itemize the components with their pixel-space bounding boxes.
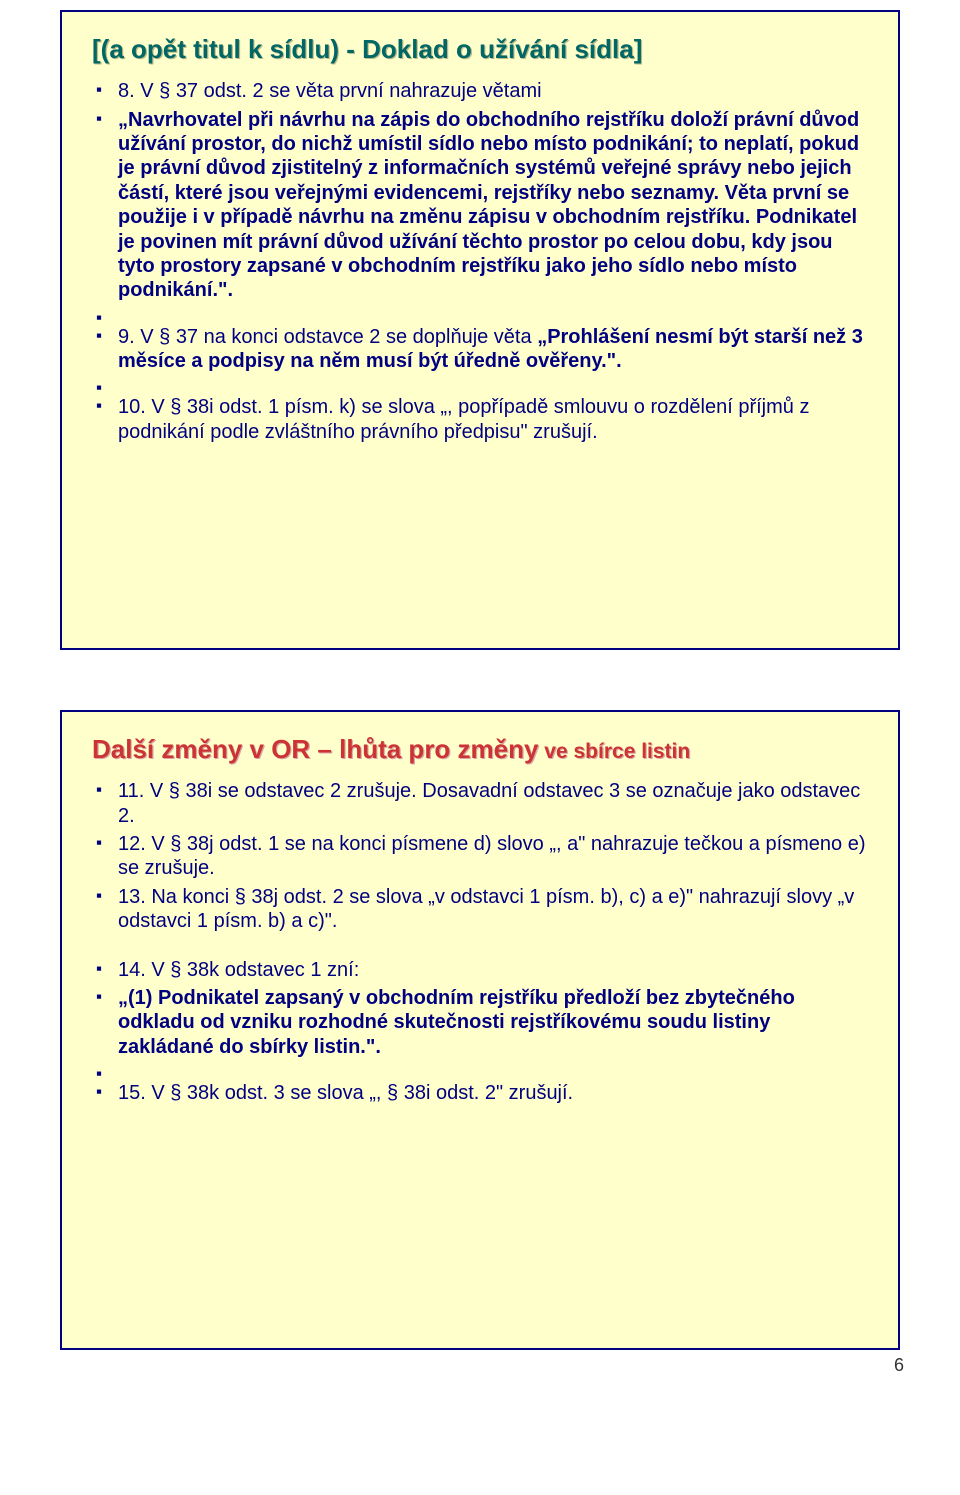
list-item: 15. V § 38k odst. 3 se slova „, § 38i od… — [118, 1081, 868, 1105]
item-text: 8. V § 37 odst. 2 se věta první nahrazuj… — [118, 80, 542, 102]
item-text: 11. V § 38i se odstavec 2 zrušuje. Dosav… — [118, 780, 860, 826]
item-text: 13. Na konci § 38j odst. 2 se slova „v o… — [118, 886, 854, 932]
item-lead: 9. V § 37 na konci odstavce 2 se doplňuj… — [118, 326, 532, 348]
list-item-empty — [118, 377, 868, 391]
list-item: 14. V § 38k odstavec 1 zní: — [118, 958, 868, 982]
item-text: 12. V § 38j odst. 1 se na konci písmene … — [118, 833, 866, 879]
item-text: 15. V § 38k odst. 3 se slova „, § 38i od… — [118, 1082, 573, 1104]
page-container: [(a opět titul k sídlu) - Doklad o užívá… — [0, 0, 960, 1390]
list-item: 10. V § 38i odst. 1 písm. k) se slova „,… — [118, 395, 868, 444]
slide-1-title: [(a opět titul k sídlu) - Doklad o užívá… — [92, 34, 868, 65]
item-text: 14. V § 38k odstavec 1 zní: — [118, 959, 359, 981]
list-item: 8. V § 37 odst. 2 se věta první nahrazuj… — [118, 79, 868, 103]
item-text: 10. V § 38i odst. 1 písm. k) se slova „,… — [118, 396, 809, 442]
list-item: 13. Na konci § 38j odst. 2 se slova „v o… — [118, 885, 868, 934]
slide-1-list: 8. V § 37 odst. 2 se věta první nahrazuj… — [92, 79, 868, 444]
item-text: „(1) Podnikatel zapsaný v obchodním rejs… — [118, 987, 795, 1058]
list-item: „Navrhovatel při návrhu na zápis do obch… — [118, 108, 868, 303]
title-part-2: ve sbírce listin — [538, 740, 690, 763]
list-item: „(1) Podnikatel zapsaný v obchodním rejs… — [118, 986, 868, 1059]
slide-2: Další změny v OR – lhůta pro změny ve sb… — [60, 710, 900, 1350]
list-item-empty — [118, 307, 868, 321]
list-item: 12. V § 38j odst. 1 se na konci písmene … — [118, 832, 868, 881]
list-item: 11. V § 38i se odstavec 2 zrušuje. Dosav… — [118, 779, 868, 828]
list-item-empty — [118, 1063, 868, 1077]
slide-2-list: 11. V § 38i se odstavec 2 zrušuje. Dosav… — [92, 779, 868, 1105]
title-part-1: Další změny v OR – lhůta pro změny — [92, 734, 538, 764]
page-number: 6 — [894, 1355, 904, 1376]
slide-2-title: Další změny v OR – lhůta pro změny ve sb… — [92, 734, 868, 765]
item-text: „Navrhovatel při návrhu na zápis do obch… — [118, 109, 859, 302]
slide-1: [(a opět titul k sídlu) - Doklad o užívá… — [60, 10, 900, 650]
list-item: 9. V § 37 na konci odstavce 2 se doplňuj… — [118, 325, 868, 374]
